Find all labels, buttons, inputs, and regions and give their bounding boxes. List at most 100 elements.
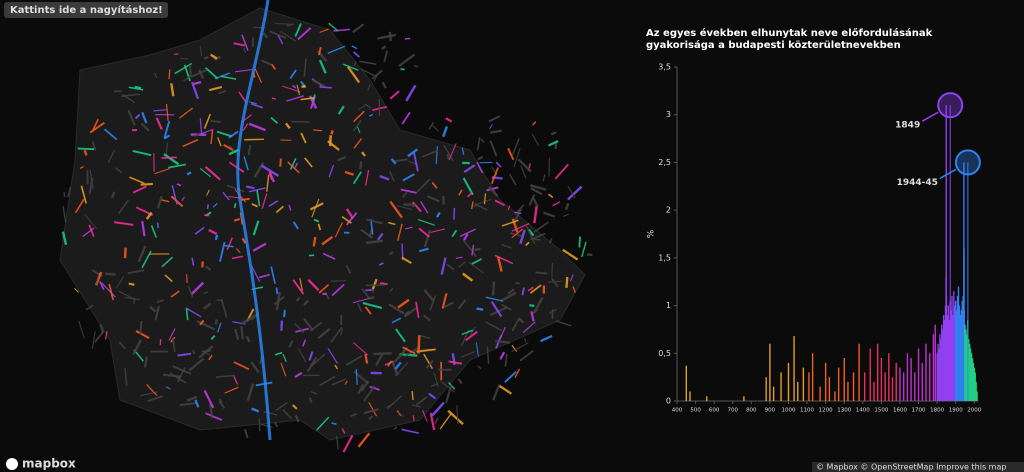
street (548, 140, 559, 147)
street (531, 196, 539, 208)
street (300, 97, 315, 101)
street (139, 320, 143, 335)
street (198, 345, 214, 359)
street (283, 309, 286, 318)
street (286, 23, 294, 27)
street (387, 360, 393, 367)
street (222, 191, 230, 201)
street (308, 351, 314, 361)
street (499, 326, 506, 339)
bar (953, 291, 955, 401)
street (248, 187, 266, 193)
street (67, 187, 72, 198)
zoom-button[interactable] (4, 2, 168, 18)
street (303, 317, 314, 331)
street (164, 274, 173, 283)
street (304, 157, 313, 168)
street (263, 410, 278, 416)
bar (852, 372, 855, 401)
bar (955, 310, 958, 401)
bar (706, 396, 708, 401)
zoom-button-label[interactable]: Kattints ide a nagyításhoz! (10, 4, 163, 16)
street (401, 111, 411, 125)
street (412, 415, 415, 421)
x-tick-label: 600 (709, 408, 720, 414)
street (310, 353, 326, 367)
street (528, 194, 536, 206)
chart-title-box: Az egyes években elhunytak neve előfordu… (646, 28, 933, 51)
street (319, 85, 332, 89)
street (554, 163, 569, 180)
street (288, 204, 292, 211)
street (352, 171, 363, 185)
street (337, 105, 345, 115)
bar (917, 348, 920, 401)
street (357, 432, 371, 448)
street (147, 395, 163, 403)
street (145, 211, 153, 220)
street (543, 211, 556, 218)
street (471, 244, 475, 256)
street (273, 295, 285, 306)
street (429, 412, 436, 431)
chart-title: Az egyes években elhunytak neve előfordu… (646, 28, 933, 51)
street (296, 84, 300, 96)
street (523, 321, 536, 333)
street (319, 28, 329, 33)
street (91, 141, 97, 151)
street (432, 124, 439, 132)
street (238, 91, 247, 103)
bar (947, 305, 949, 401)
street (170, 290, 180, 298)
street (461, 329, 474, 336)
street (104, 331, 108, 340)
street (430, 383, 438, 387)
street (260, 164, 280, 177)
bar (884, 372, 886, 401)
street (266, 174, 270, 192)
street (350, 412, 358, 418)
street (203, 291, 209, 295)
street (527, 228, 535, 237)
street (209, 85, 223, 92)
street (416, 178, 431, 193)
street (210, 129, 214, 145)
street (486, 346, 490, 364)
street (210, 335, 216, 341)
x-tick-label: 1500 (874, 408, 888, 414)
street (178, 107, 194, 119)
x-tick-label: 1400 (856, 408, 870, 414)
attribution[interactable]: © Mapbox © OpenStreetMap Improve this ma… (816, 463, 1006, 472)
street (303, 299, 310, 306)
street (500, 303, 512, 311)
street (411, 201, 422, 213)
bar (939, 334, 941, 401)
street (511, 318, 520, 332)
bar (847, 381, 849, 401)
street (88, 224, 95, 237)
street (398, 53, 416, 68)
bar (951, 296, 953, 401)
street (533, 221, 549, 233)
street (393, 346, 409, 363)
street (140, 182, 153, 186)
street (555, 320, 572, 327)
street (298, 348, 307, 363)
bar (959, 315, 962, 401)
street (514, 211, 522, 215)
street (208, 403, 214, 419)
street (357, 126, 361, 134)
street (353, 119, 362, 132)
street (292, 279, 305, 295)
bar (976, 391, 978, 401)
bar (942, 315, 945, 401)
street (353, 342, 368, 356)
street (443, 144, 454, 162)
street (389, 287, 394, 293)
street (318, 59, 327, 74)
street (127, 109, 136, 126)
street (154, 168, 170, 175)
street (463, 233, 469, 241)
street (141, 111, 148, 124)
